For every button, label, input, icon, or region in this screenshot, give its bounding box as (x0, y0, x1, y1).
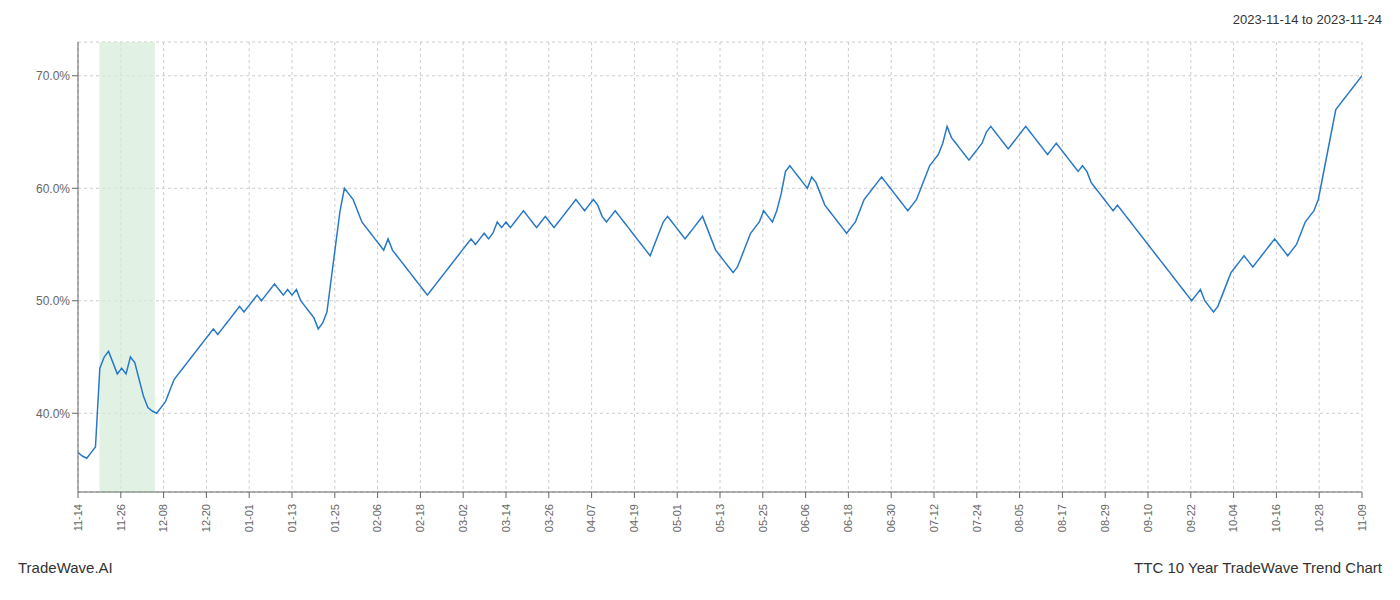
svg-text:08-05: 08-05 (1013, 504, 1025, 532)
svg-text:12-20: 12-20 (200, 504, 212, 532)
svg-text:07-24: 07-24 (971, 504, 983, 532)
svg-text:05-13: 05-13 (714, 504, 726, 532)
svg-text:12-08: 12-08 (157, 504, 169, 532)
svg-text:07-12: 07-12 (928, 504, 940, 532)
svg-text:11-09: 11-09 (1356, 504, 1368, 531)
svg-text:70.0%: 70.0% (36, 69, 70, 83)
html-text:TradeWave.AI: TradeWave.AI (18, 558, 113, 576)
svg-text:02-06: 02-06 (371, 504, 383, 532)
svg-text:09-10: 09-10 (1142, 504, 1154, 532)
svg-text:04-07: 04-07 (585, 504, 597, 532)
svg-text:06-30: 06-30 (885, 504, 897, 532)
svg-text:01-01: 01-01 (243, 504, 255, 532)
svg-text:11-26: 11-26 (115, 504, 127, 531)
svg-text:10-16: 10-16 (1270, 504, 1282, 532)
svg-text:01-25: 01-25 (329, 504, 341, 532)
html-text:TTC 10 Year TradeWave Trend Ch: TTC 10 Year TradeWave Trend Chart (1134, 558, 1382, 576)
svg-text:03-02: 03-02 (457, 504, 469, 532)
svg-text:10-04: 10-04 (1227, 504, 1239, 532)
svg-text:08-29: 08-29 (1099, 504, 1111, 532)
svg-text:03-14: 03-14 (500, 504, 512, 532)
svg-text:40.0%: 40.0% (36, 407, 70, 421)
svg-text:04-19: 04-19 (628, 504, 640, 532)
svg-text:10-28: 10-28 (1313, 504, 1325, 532)
svg-text:06-18: 06-18 (842, 504, 854, 532)
svg-text:08-17: 08-17 (1056, 504, 1068, 532)
svg-text:09-22: 09-22 (1185, 504, 1197, 532)
svg-text:05-25: 05-25 (757, 504, 769, 532)
html-text:2023-11-14 to 2023-11-24: 2023-11-14 to 2023-11-24 (1232, 12, 1382, 27)
svg-text:05-01: 05-01 (671, 504, 683, 532)
svg-text:03-26: 03-26 (543, 504, 555, 532)
svg-text:06-06: 06-06 (799, 504, 811, 532)
svg-text:01-13: 01-13 (286, 504, 298, 532)
svg-text:02-18: 02-18 (414, 504, 426, 532)
svg-text:11-14: 11-14 (72, 504, 84, 531)
svg-text:60.0%: 60.0% (36, 182, 70, 196)
svg-text:50.0%: 50.0% (36, 294, 70, 308)
